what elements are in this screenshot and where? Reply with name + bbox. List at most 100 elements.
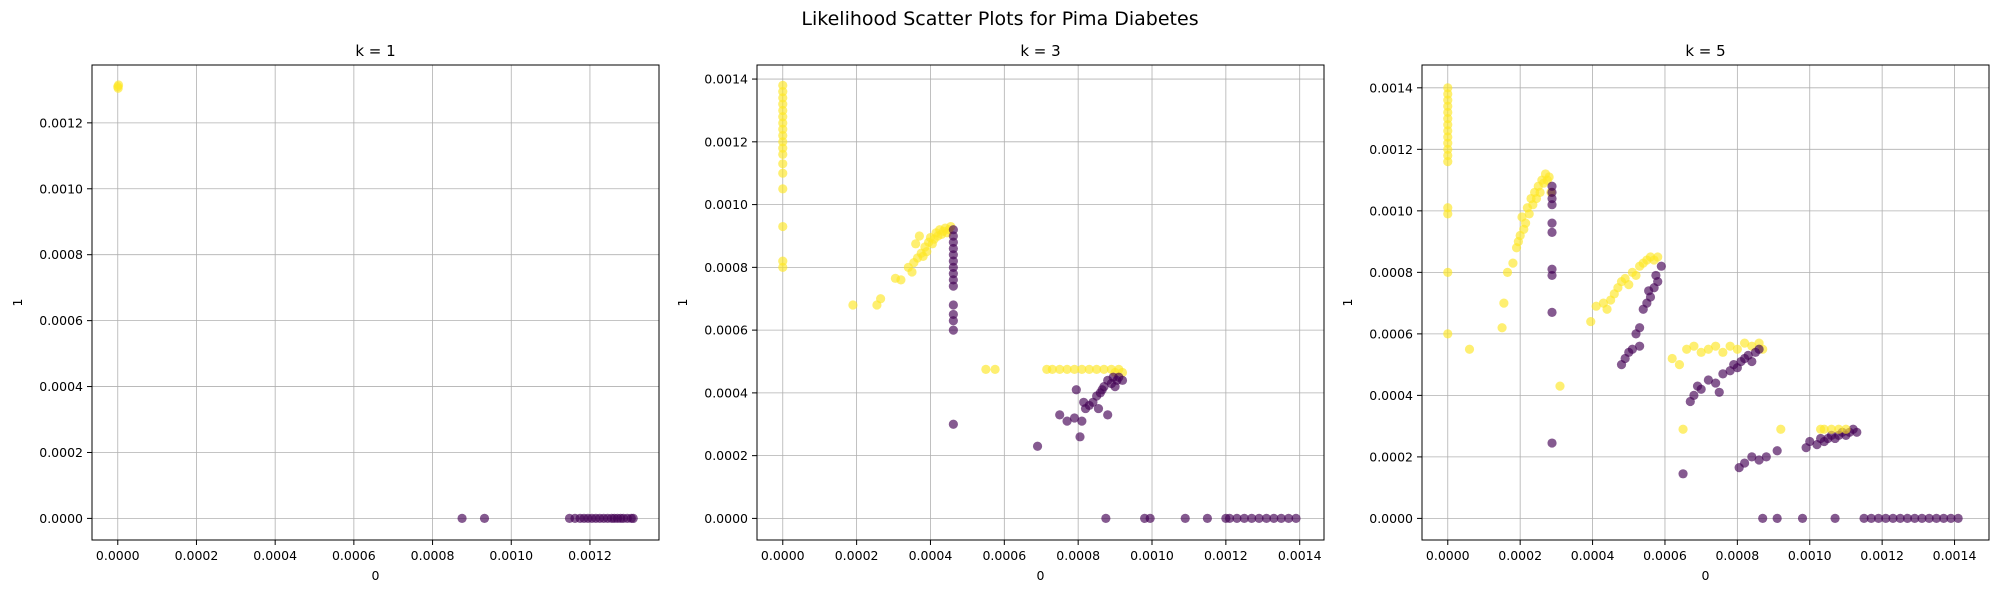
data-point-class-0 (1093, 403, 1104, 414)
data-point-class-0 (1931, 513, 1942, 524)
data-point-class-1 (907, 267, 917, 277)
y-tick-label: 0.0000 (704, 511, 748, 526)
data-point-class-0 (948, 316, 958, 326)
x-tick-label: 0.0012 (1204, 548, 1248, 563)
figure-title: Likelihood Scatter Plots for Pima Diabet… (801, 8, 1199, 30)
data-point-class-0 (1224, 513, 1235, 524)
y-tick-label: 0.0004 (39, 379, 83, 394)
data-point-class-0 (1071, 385, 1081, 395)
subplot-title: k = 5 (1685, 42, 1725, 60)
data-point-class-1 (1055, 364, 1065, 374)
data-point-class-1 (778, 149, 788, 159)
data-point-class-0 (1747, 452, 1757, 462)
data-point-class-0 (1112, 375, 1122, 385)
data-point-class-0 (1761, 452, 1771, 462)
x-tick-label: 0.0002 (175, 548, 219, 563)
data-point-class-0 (1830, 513, 1840, 524)
x-axis-label: 0 (372, 568, 380, 583)
data-point-class-1 (1099, 364, 1109, 374)
data-point-class-1 (876, 294, 886, 304)
data-point-class-1 (1739, 338, 1750, 348)
data-point-class-0 (1547, 270, 1557, 281)
y-tick-label: 0.0008 (704, 260, 748, 275)
axes-frame (756, 64, 1325, 541)
data-point-class-0 (1247, 513, 1257, 524)
data-point-class-1 (1535, 187, 1545, 197)
data-point-class-0 (1656, 261, 1666, 271)
data-point-class-0 (1627, 344, 1637, 354)
data-point-class-1 (1631, 270, 1641, 281)
y-tick-label: 0.0010 (704, 197, 748, 212)
subplot-k1: 0.0000 0.0002 0.0004 0.0006 0.0008 0.0010 0.00… (10, 42, 660, 583)
data-point-class-1 (1689, 341, 1699, 351)
x-tick-label: 0.0006 (332, 548, 376, 563)
data-point-class-1 (1703, 344, 1713, 354)
y-tick-label: 0.0014 (704, 72, 748, 87)
data-point-class-0 (1924, 513, 1934, 524)
y-tick-label: 0.0008 (39, 247, 83, 262)
data-point-class-1 (1555, 381, 1565, 391)
data-point-class-0 (1866, 513, 1876, 524)
data-point-class-0 (1946, 513, 1956, 524)
data-point-class-1 (1069, 364, 1080, 374)
y-tick-label: 0.0000 (1369, 511, 1413, 526)
data-point-class-0 (1547, 307, 1557, 317)
data-point-class-0 (1772, 446, 1782, 456)
x-tick-label: 0.0010 (1130, 548, 1174, 563)
y-tick-label: 0.0002 (704, 448, 748, 463)
data-point-class-1 (914, 231, 924, 241)
data-point-class-0 (1075, 432, 1085, 442)
data-point-class-0 (1651, 270, 1661, 281)
subplot-title: k = 1 (355, 42, 395, 60)
y-tick-label: 0.0012 (704, 134, 748, 149)
data-point-class-1 (1653, 252, 1663, 262)
data-point-class-0 (1678, 469, 1688, 479)
data-point-class-0 (948, 325, 958, 335)
data-point-class-1 (1725, 341, 1735, 351)
data-point-class-1 (1602, 304, 1612, 314)
data-point-class-0 (628, 513, 638, 524)
x-tick-label: 0.0008 (1056, 548, 1100, 563)
data-point-class-0 (1232, 513, 1242, 524)
data-point-class-1 (1497, 323, 1507, 333)
y-tick-label: 0.0006 (704, 323, 748, 338)
y-tick-label: 0.0004 (1369, 388, 1413, 403)
data-point-class-1 (1519, 224, 1529, 234)
data-point-class-1 (1084, 364, 1094, 374)
data-point-class-1 (981, 364, 991, 374)
data-point-class-1 (1841, 424, 1851, 434)
data-point-class-1 (1443, 267, 1453, 277)
data-point-class-1 (1682, 344, 1692, 354)
data-point-class-0 (1276, 513, 1286, 524)
data-point-class-0 (1547, 227, 1557, 237)
x-tick-label: 0.0006 (982, 548, 1026, 563)
data-point-class-0 (1718, 369, 1728, 379)
y-tick-label: 0.0014 (1369, 80, 1413, 95)
subplot-title: k = 3 (1020, 42, 1060, 60)
y-tick-label: 0.0008 (1369, 265, 1413, 280)
data-point-class-0 (1910, 513, 1920, 524)
data-point-class-1 (778, 262, 788, 272)
data-point-class-0 (1714, 387, 1724, 397)
data-point-class-0 (1032, 441, 1043, 451)
data-point-class-1 (1464, 344, 1475, 354)
x-tick-label: 0.0004 (909, 548, 953, 563)
data-point-class-1 (1443, 157, 1453, 167)
y-tick-label: 0.0002 (1369, 449, 1413, 464)
data-point-class-0 (1689, 390, 1699, 400)
data-point-class-1 (1544, 172, 1554, 182)
data-point-class-0 (1547, 200, 1557, 210)
data-point-class-0 (1805, 436, 1815, 447)
data-point-class-0 (1754, 455, 1764, 465)
data-point-class-1 (1624, 280, 1634, 290)
data-point-class-0 (1261, 513, 1272, 524)
x-tick-label: 0.0004 (1571, 548, 1615, 563)
y-tick-label: 0.0006 (1369, 326, 1413, 341)
data-point-class-1 (848, 300, 858, 310)
data-point-class-0 (1202, 513, 1212, 524)
x-tick-label: 0.0000 (761, 548, 805, 563)
x-axis-label: 0 (1037, 568, 1045, 583)
x-tick-label: 0.0014 (1278, 548, 1322, 563)
y-tick-label: 0.0006 (39, 313, 83, 328)
